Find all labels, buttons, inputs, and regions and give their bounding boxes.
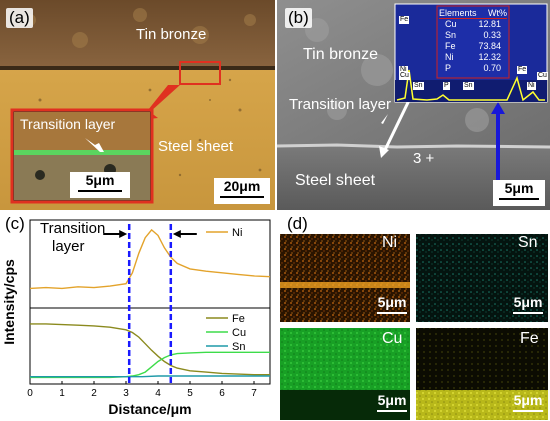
panel-a-steel-sheet-label: Steel sheet <box>158 138 234 155</box>
legend-label-cu: Cu <box>232 327 246 339</box>
eds-element: P <box>445 63 452 73</box>
eds-table-header: Elements Wt% <box>439 8 507 19</box>
eds-element: Cu <box>445 19 457 29</box>
eds-element: Fe <box>445 41 456 51</box>
y-axis-label: Intensity/cps <box>1 259 17 345</box>
eds-row: Sn 0.33 <box>439 30 507 41</box>
sn-map-label: Sn <box>518 234 538 251</box>
eds-value: 0.33 <box>483 30 501 40</box>
x-tick-label: 5 <box>187 388 193 399</box>
panel-b-steel-sheet-label: Steel sheet <box>295 172 376 189</box>
panel-c: Ni Fe Cu Sn 0 1 2 3 4 5 6 7 Distance/μm Intensity/cps… <box>0 212 278 421</box>
eds-header-elements: Elements <box>439 8 477 18</box>
panel-a-inset-label: Transition layer <box>20 116 116 132</box>
left-arrow-head <box>119 230 128 238</box>
panel-a-scale-text: 20μm <box>223 178 261 194</box>
spectrum-peak-label: Sn <box>463 82 474 90</box>
fe-scale-bar: 5μm <box>510 392 546 418</box>
panel-a-label: (a) <box>6 8 33 28</box>
cu-scale-text: 5μm <box>377 392 407 408</box>
x-tick-label: 0 <box>27 388 33 399</box>
eds-table-rows: Cu 12.81 Sn 0.33 Fe 73.84 Ni 12.32 P 0.70 <box>439 19 507 74</box>
x-tick-label: 1 <box>59 388 65 399</box>
transition-annotation-line-2: layer <box>52 238 85 255</box>
panel-b-tin-bronze-label: Tin bronze <box>303 46 378 63</box>
spectrum-peak-label: Sn <box>413 82 424 90</box>
panel-b-scale-text: 5μm <box>504 180 534 196</box>
eds-table: Elements Wt% Cu 12.81 Sn 0.33 Fe 73.84 Ni 12.32… <box>439 8 507 74</box>
spectrum-peak-label: Fe <box>517 66 528 74</box>
lower-plot-frame <box>29 307 271 385</box>
spectrum-peak-label: Fe <box>399 16 410 24</box>
panel-a-tin-bronze-label: Tin bronze <box>136 26 207 43</box>
eds-value: 12.32 <box>478 52 501 62</box>
element-maps <box>280 234 548 420</box>
spectrum-peak-label: Cu <box>399 72 410 80</box>
panel-b-transition-label: Transition layer <box>289 96 391 113</box>
panel-d: (d) <box>278 212 550 421</box>
panel-a: (a) Tin bronze Steel sheet Transition la… <box>0 0 275 210</box>
x-tick-label: 3 <box>123 388 129 399</box>
x-tick-label: 7 <box>251 388 257 399</box>
panel-a-scale-bar: 20μm <box>214 178 270 204</box>
eds-element: Ni <box>445 52 454 62</box>
sn-map <box>416 234 548 322</box>
cu-map-label: Cu <box>382 330 403 347</box>
series-line-sn <box>30 375 270 378</box>
panel-b-scale-bar: 5μm <box>493 180 545 206</box>
panel-d-label: (d) <box>287 214 308 233</box>
right-arrow-head <box>172 230 181 238</box>
eds-element: Sn <box>445 30 457 40</box>
legend-label-fe: Fe <box>232 313 245 325</box>
spectrum-peak-label: Ni <box>527 82 536 90</box>
series-line-ni <box>29 228 271 290</box>
panel-a-inset-scale-text: 5μm <box>85 172 115 188</box>
ni-scale-text: 5μm <box>377 294 407 310</box>
eds-value: 73.84 <box>478 41 501 51</box>
x-tick-label: 4 <box>155 388 161 399</box>
eds-row: Ni 12.32 <box>439 52 507 63</box>
panel-b-point-marker: 3 + <box>413 150 435 167</box>
fe-map <box>416 328 548 390</box>
sn-scale-bar: 5μm <box>510 294 546 320</box>
spectrum-peak-label: Ni <box>399 66 408 74</box>
x-tick-label: 6 <box>219 388 225 399</box>
panel-c-label: (c) <box>5 214 25 233</box>
sn-scale-text: 5μm <box>513 294 543 310</box>
eds-row: P 0.70 <box>439 63 507 74</box>
x-axis-label: Distance/μm <box>108 401 191 417</box>
x-tick-label: 2 <box>91 388 97 399</box>
series-line-fe <box>30 323 270 376</box>
eds-value: 12.81 <box>478 19 501 29</box>
spectrum-peak-labels: Fe Ni Cu Sn P Sn Fe Ni Cu <box>277 0 550 210</box>
eds-row: Cu 12.81 <box>439 19 507 30</box>
cu-scale-bar: 5μm <box>374 392 410 418</box>
ni-map <box>280 234 410 322</box>
spectrum-peak-label: Cu <box>537 72 548 80</box>
legend-label-sn: Sn <box>232 341 245 353</box>
fe-map-label: Fe <box>520 330 539 347</box>
panel-b: (b) Tin bronze Transition layer Steel sh… <box>277 0 550 210</box>
line-profile-chart: Ni Fe Cu Sn 0 1 2 3 4 5 6 7 Distance/μm Intensity/cps <box>1 219 271 417</box>
ni-scale-bar: 5μm <box>374 294 410 320</box>
eds-value: 0.70 <box>483 63 501 73</box>
eds-header-wt: Wt% <box>488 8 507 18</box>
ni-map-label: Ni <box>382 234 398 251</box>
transition-annotation-line-1: Transition <box>40 220 106 237</box>
panel-a-inset-scale-bar: 5μm <box>70 172 130 198</box>
legend-label-ni: Ni <box>232 227 242 239</box>
fe-scale-text: 5μm <box>513 392 543 408</box>
panel-b-label: (b) <box>285 8 312 28</box>
spectrum-peak-label: P <box>443 82 450 90</box>
eds-row: Fe 73.84 <box>439 41 507 52</box>
